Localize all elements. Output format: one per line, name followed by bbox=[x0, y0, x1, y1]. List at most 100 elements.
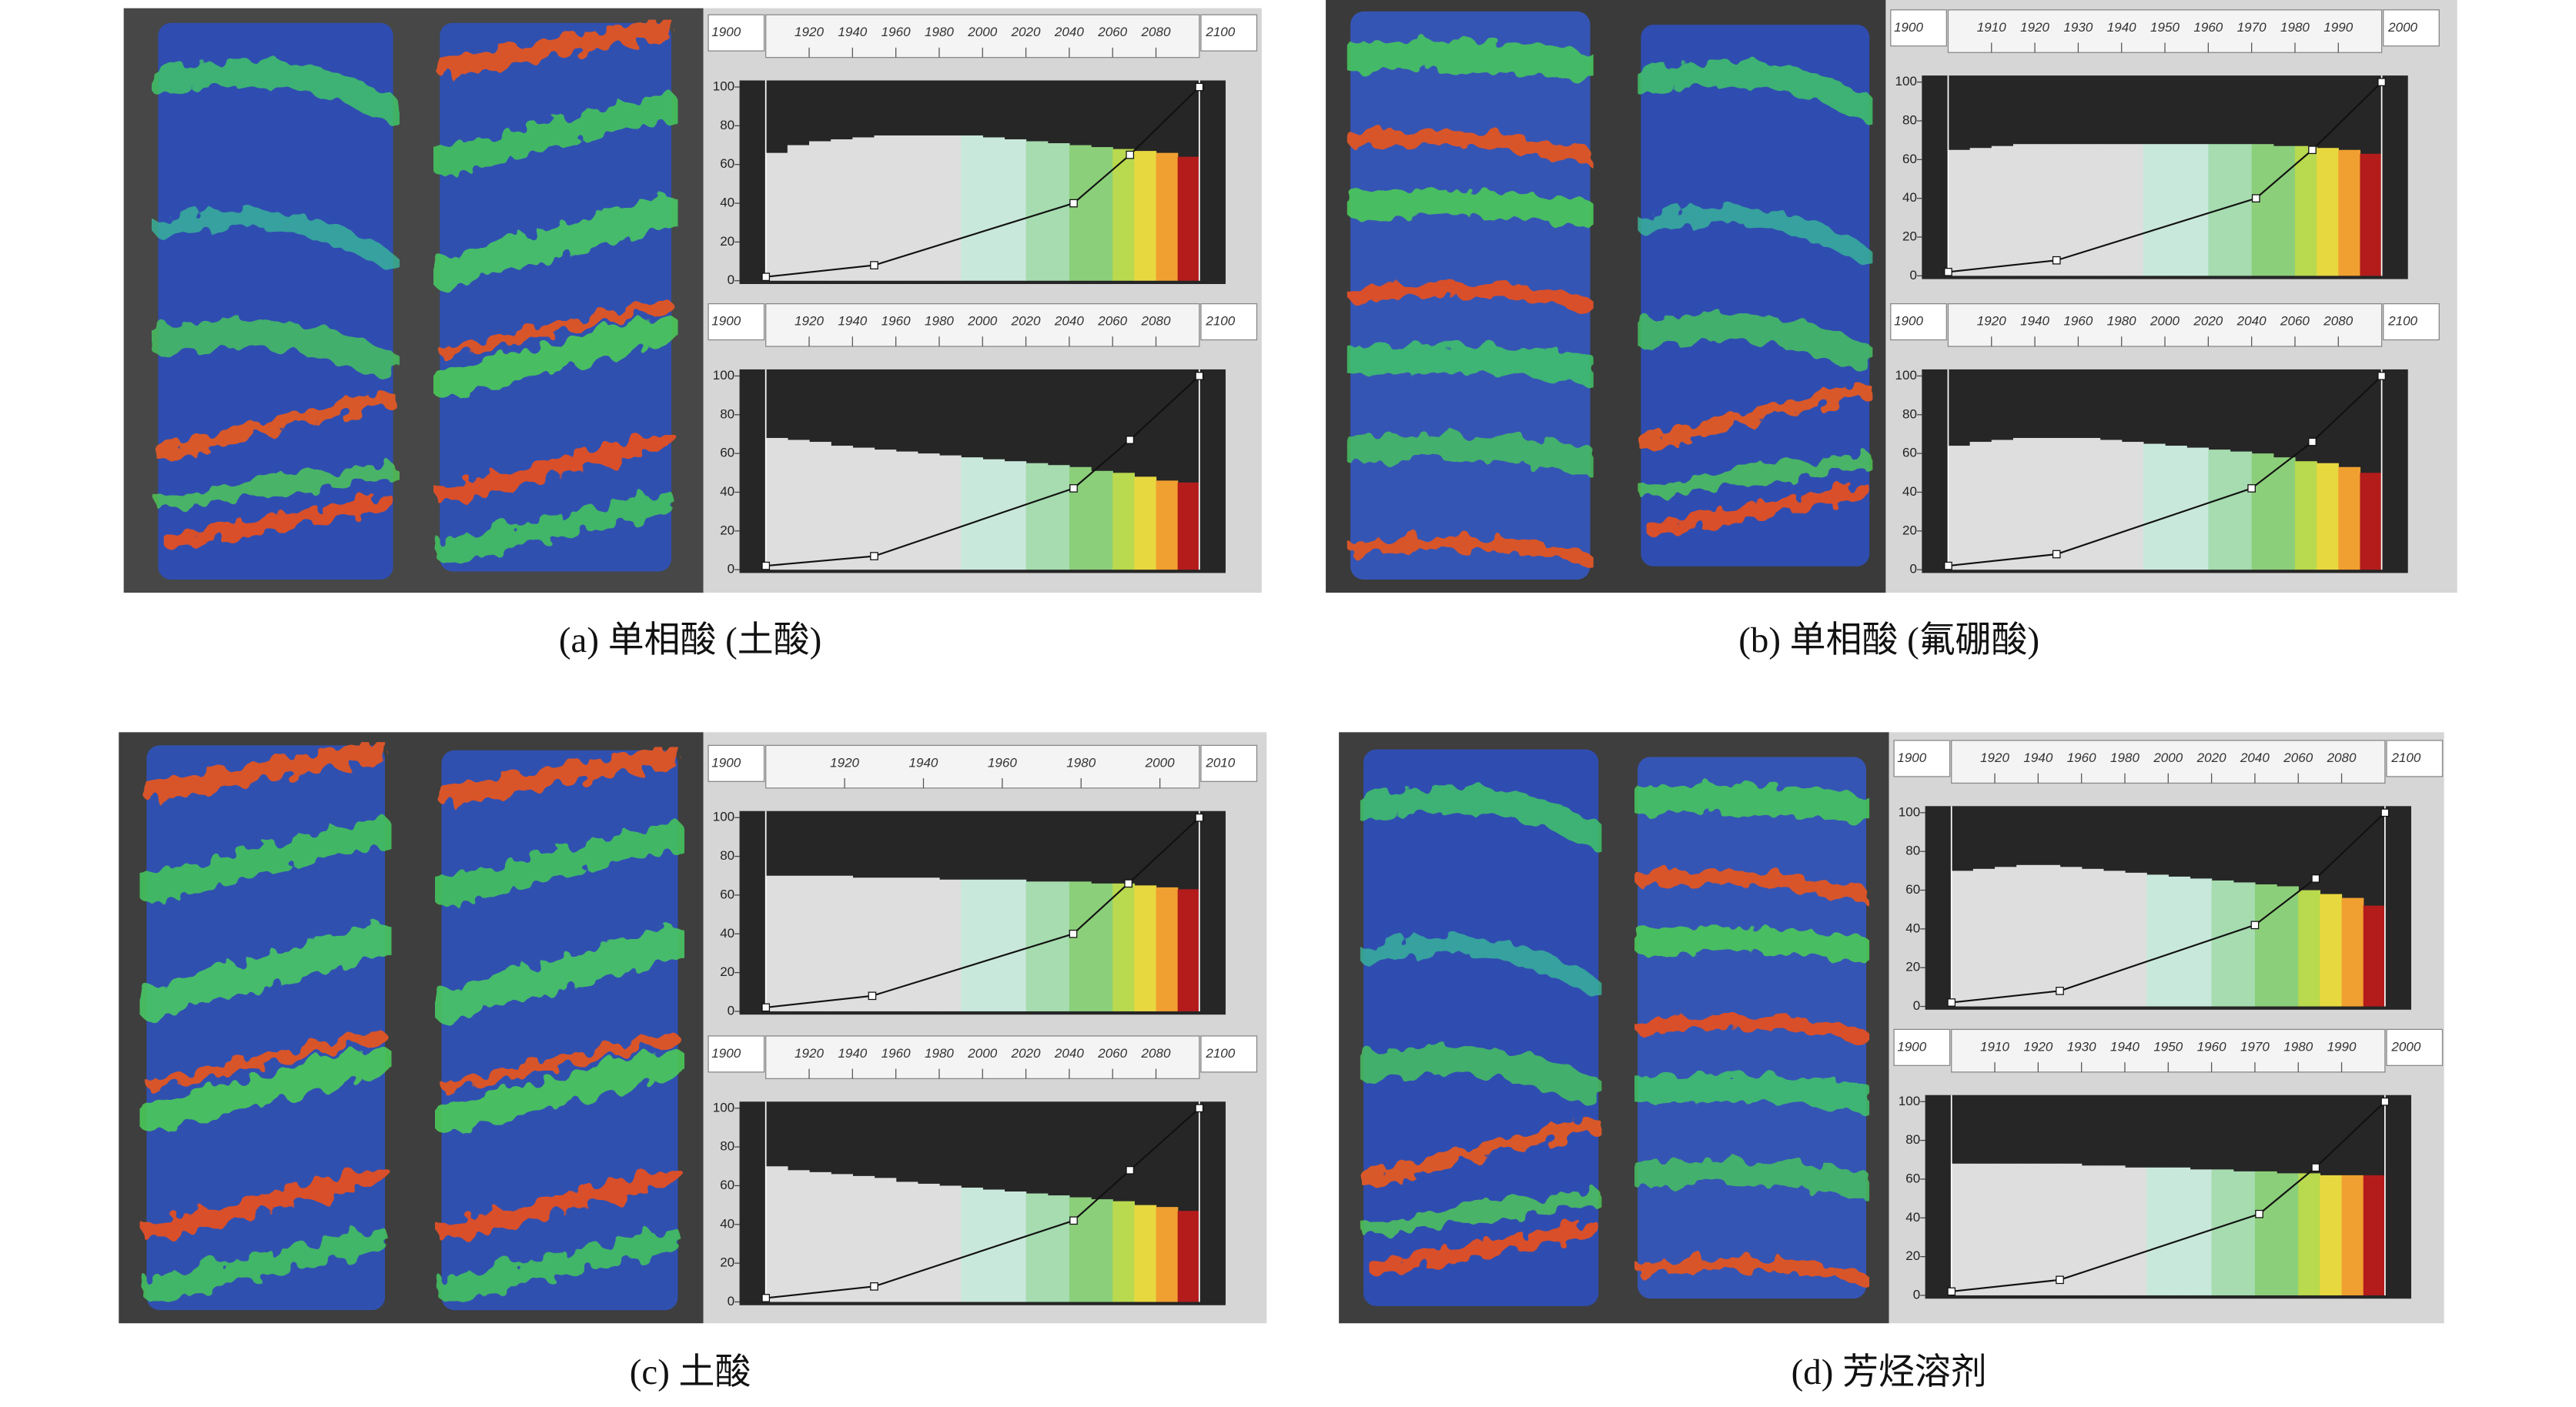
y-tick-label: 100 bbox=[713, 1100, 734, 1115]
histogram-bar bbox=[2341, 1175, 2364, 1295]
histogram-bar bbox=[2124, 872, 2147, 1007]
ruler-tick-label: 1980 bbox=[2280, 20, 2310, 35]
y-tick-label: 0 bbox=[728, 1003, 734, 1018]
histogram-bar bbox=[2143, 144, 2166, 276]
range-start: 1900 bbox=[711, 314, 741, 329]
y-tick-label: 40 bbox=[720, 196, 734, 210]
y-tick-label: 0 bbox=[728, 272, 734, 287]
histogram-bar bbox=[982, 459, 1005, 570]
histogram-bar bbox=[2035, 144, 2057, 276]
ruler-tick-label: 2020 bbox=[1011, 1046, 1041, 1061]
range-start: 1900 bbox=[1894, 20, 1923, 35]
curve-point bbox=[2377, 78, 2386, 86]
range-box bbox=[2383, 9, 2440, 47]
y-tick-label: 100 bbox=[713, 368, 734, 383]
histogram-bar bbox=[2016, 864, 2039, 1007]
y-tick-label: 100 bbox=[1899, 1094, 1920, 1108]
histogram-bar bbox=[2320, 894, 2343, 1007]
histogram-bar bbox=[2103, 871, 2126, 1007]
histogram-bar bbox=[1047, 1195, 1070, 1302]
ruler-tick-label: 2000 bbox=[2149, 314, 2180, 329]
curve-point bbox=[868, 991, 877, 1001]
histogram-bar bbox=[1948, 446, 1971, 570]
histogram-bar bbox=[2363, 1175, 2386, 1295]
histogram-bar bbox=[2012, 144, 2036, 276]
y-tick-label: 60 bbox=[720, 156, 734, 171]
ruler-tick-label: 2080 bbox=[1141, 25, 1171, 39]
curve-point bbox=[870, 1282, 878, 1291]
range-end: 2100 bbox=[2387, 314, 2417, 329]
histogram-bar bbox=[1069, 1197, 1092, 1302]
histogram-bar bbox=[1025, 141, 1049, 281]
histogram-bar bbox=[765, 438, 788, 570]
histogram-bar bbox=[2273, 145, 2296, 276]
caption: (b) 单相酸 (氟硼酸) bbox=[1738, 620, 2039, 660]
range-box bbox=[1200, 14, 1258, 52]
ruler-tick-label: 1980 bbox=[2107, 314, 2136, 329]
histogram-bar bbox=[2081, 868, 2104, 1007]
ruler-tick-label: 2000 bbox=[1145, 755, 1175, 770]
y-tick-label: 0 bbox=[1913, 998, 1920, 1013]
ruler-tick-label: 2080 bbox=[2327, 750, 2357, 765]
histogram-bar bbox=[809, 1171, 831, 1302]
range-start: 1900 bbox=[1897, 750, 1926, 765]
y-tick-label: 80 bbox=[720, 1139, 734, 1154]
ruler-tick-label: 1960 bbox=[2067, 750, 2096, 765]
histogram-bar bbox=[1969, 442, 1992, 570]
y-tick-label: 80 bbox=[720, 118, 734, 132]
y-tick-label: 0 bbox=[728, 1294, 734, 1308]
ruler-tick-label: 1920 bbox=[1980, 750, 2009, 765]
y-tick-label: 20 bbox=[720, 964, 734, 979]
ruler-tick-label: 2060 bbox=[1097, 314, 1127, 329]
ruler-tick-label: 2060 bbox=[1097, 1046, 1127, 1061]
histogram-bar bbox=[2294, 461, 2317, 570]
ruler-tick-label: 1980 bbox=[925, 314, 954, 329]
range-end: 2100 bbox=[1205, 25, 1235, 39]
curve-point bbox=[2255, 1209, 2263, 1218]
histogram-bar bbox=[1134, 885, 1157, 1011]
histogram-bar bbox=[2168, 1167, 2191, 1295]
y-tick-label: 100 bbox=[713, 810, 734, 824]
range-start: 1900 bbox=[711, 25, 741, 39]
histogram-bar bbox=[787, 1170, 810, 1302]
histogram-bar bbox=[2099, 144, 2123, 276]
ruler-tick-label: 1960 bbox=[882, 314, 911, 329]
histogram-bar bbox=[2121, 442, 2144, 570]
y-tick-label: 80 bbox=[720, 848, 734, 863]
histogram-bar bbox=[2317, 148, 2339, 276]
curve-point bbox=[2308, 437, 2317, 446]
histogram-bar bbox=[2081, 1165, 2104, 1295]
ruler-tick-label: 1960 bbox=[2197, 1039, 2226, 1054]
histogram-bar bbox=[1948, 149, 1971, 276]
histogram-bar bbox=[2251, 144, 2274, 276]
histogram-bar bbox=[1004, 139, 1027, 281]
curve-point bbox=[2056, 1275, 2064, 1285]
range-box bbox=[2386, 740, 2444, 777]
histogram-bar bbox=[2298, 1173, 2321, 1295]
histogram-bar bbox=[787, 439, 810, 570]
ruler-tick-label: 1920 bbox=[2020, 20, 2049, 35]
histogram-bar bbox=[1177, 156, 1200, 281]
curve-point bbox=[1069, 929, 1078, 938]
curve-point bbox=[2380, 808, 2390, 817]
histogram-bar bbox=[874, 135, 897, 281]
ruler bbox=[765, 744, 1200, 789]
histogram-bar bbox=[2338, 149, 2361, 276]
histogram-bar bbox=[787, 145, 810, 281]
curve-point bbox=[1944, 561, 1952, 570]
histogram-bar bbox=[2012, 438, 2036, 570]
histogram-bar bbox=[938, 879, 962, 1011]
histogram-bar bbox=[1134, 151, 1157, 281]
histogram-bar bbox=[1177, 1211, 1200, 1302]
histogram-bar bbox=[874, 1178, 897, 1302]
y-tick-label: 60 bbox=[720, 887, 734, 901]
core-image bbox=[440, 23, 671, 572]
range-end: 2010 bbox=[1205, 755, 1235, 770]
histogram-bar bbox=[1091, 1199, 1113, 1302]
histogram-bar bbox=[787, 875, 810, 1011]
y-tick-label: 20 bbox=[1905, 960, 1920, 974]
curve-point bbox=[2251, 194, 2260, 203]
histogram-bar bbox=[2078, 144, 2101, 276]
histogram-bar bbox=[917, 135, 940, 281]
